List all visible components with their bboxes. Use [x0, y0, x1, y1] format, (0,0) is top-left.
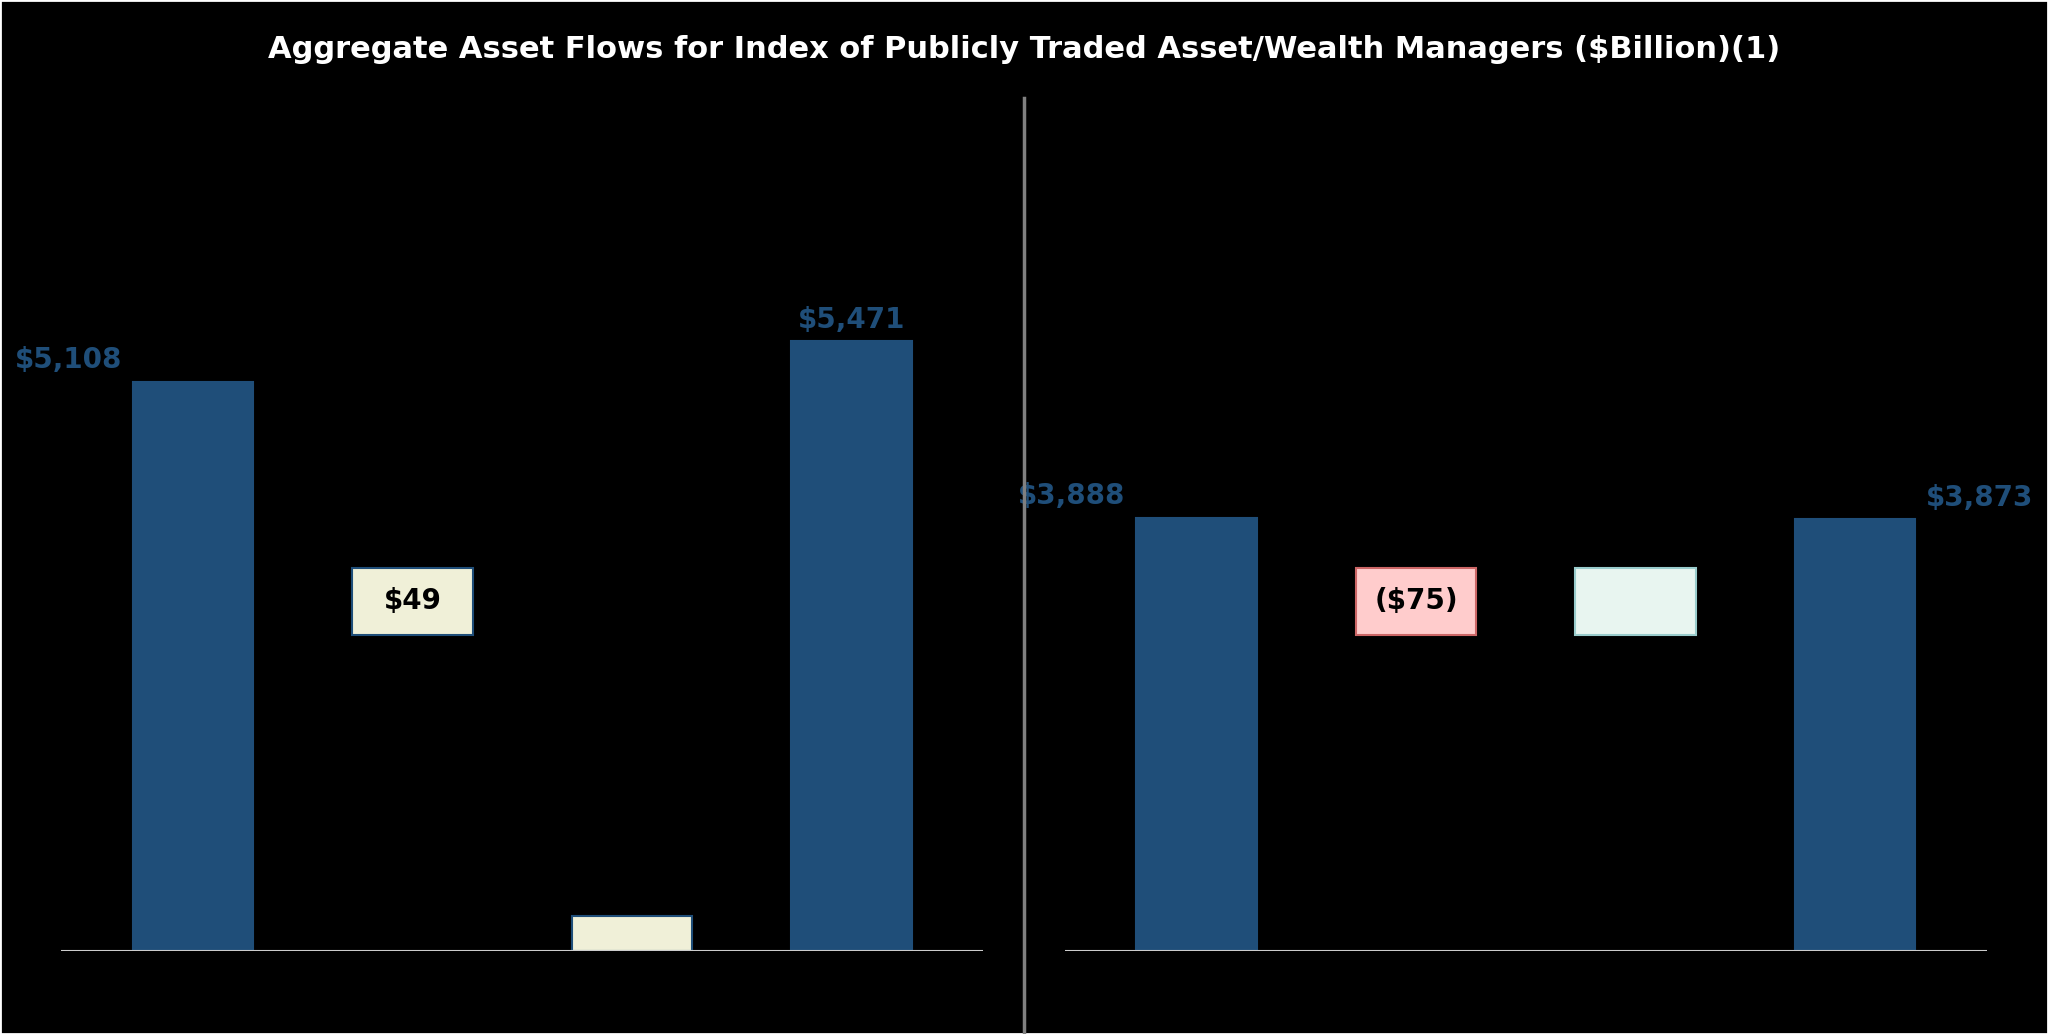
Text: ($75): ($75): [1374, 587, 1458, 615]
Bar: [571, 916, 692, 951]
Text: $5,471: $5,471: [797, 306, 905, 334]
Bar: [1137, 518, 1257, 951]
Bar: [791, 341, 911, 951]
Bar: [133, 382, 254, 951]
Text: $49: $49: [383, 587, 442, 615]
Text: $3,873: $3,873: [1927, 484, 2034, 512]
Text: 9 Months Ending Sep 30, 2020: 9 Months Ending Sep 30, 2020: [1294, 135, 1819, 164]
FancyBboxPatch shape: [1575, 568, 1696, 635]
FancyBboxPatch shape: [352, 568, 473, 635]
Text: $314: $314: [594, 881, 670, 909]
Text: $3,888: $3,888: [1018, 482, 1124, 510]
Text: 9 Months Ending Sep 30, 2021: 9 Months Ending Sep 30, 2021: [250, 135, 774, 164]
FancyBboxPatch shape: [1356, 568, 1477, 635]
Text: $5,108: $5,108: [14, 346, 121, 374]
Text: Aggregate Asset Flows for Index of Publicly Traded Asset/Wealth Managers ($Billi: Aggregate Asset Flows for Index of Publi…: [268, 34, 1780, 64]
Bar: [1794, 519, 1915, 951]
